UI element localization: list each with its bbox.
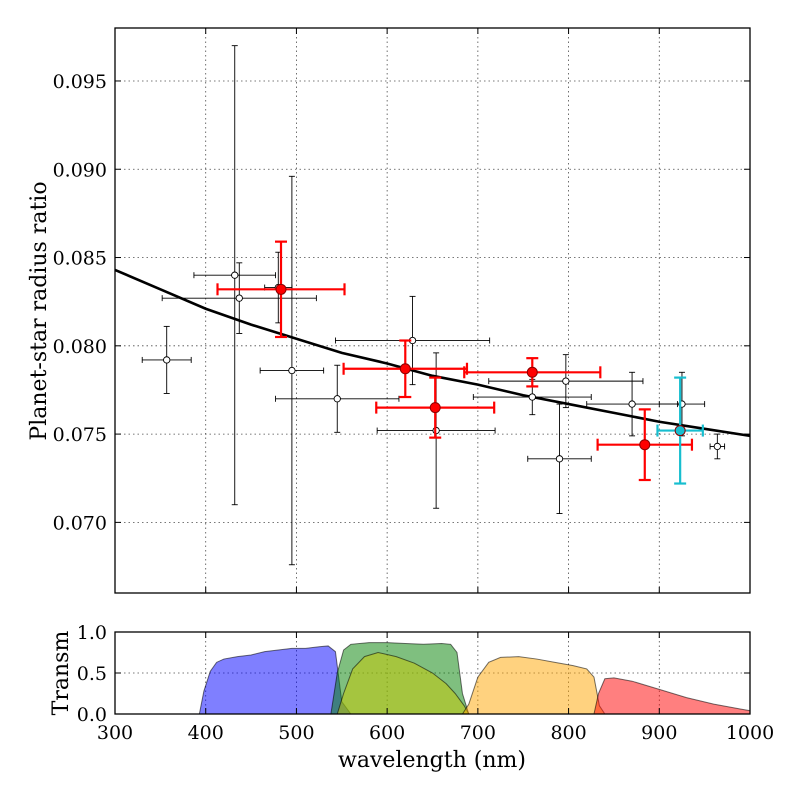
bottom-y-axis-label: Transm: [49, 631, 74, 716]
radius-ratio-panel: 0.070 0.075 0.080 0.085 0.090 0.095 Planet-st…: [27, 27, 751, 594]
literature-point: [527, 403, 592, 514]
this-work-point: [463, 357, 602, 388]
this-work-marker: [639, 439, 651, 451]
bottom-ytick-label: 0.0: [77, 704, 107, 726]
this-work-point: [216, 240, 346, 339]
literature-point: [193, 45, 277, 506]
bottom-xtick-label: 400: [188, 722, 224, 744]
bottom-xtick-label: 800: [550, 722, 586, 744]
top-y-ticks: 0.070 0.075 0.080 0.085 0.090 0.095: [53, 28, 751, 593]
bottom-xtick-label: 1000: [726, 722, 774, 744]
literature-point: [709, 433, 726, 460]
x-axis-label: wavelength (nm): [338, 748, 526, 773]
literature-marker: [231, 271, 239, 279]
bottom-ticks: 300 400 500 600 700 800 900 1000 0.0 0.5 1.0: [77, 622, 774, 744]
this-work-point: [342, 339, 469, 399]
literature-marker: [628, 400, 636, 408]
bottom-xtick-label: 700: [460, 722, 496, 744]
literature-point: [141, 325, 192, 394]
this-work-marker: [526, 366, 538, 378]
this-work-marker: [399, 363, 411, 375]
data-points-group: [141, 45, 726, 566]
bottom-xtick-label: 500: [278, 722, 314, 744]
bottom-xtick-label: 300: [97, 722, 133, 744]
filter-curves-group: [115, 642, 751, 715]
top-ytick-label: 0.095: [53, 71, 107, 93]
bottom-ytick-label: 1.0: [77, 622, 107, 644]
top-ytick-label: 0.075: [53, 424, 107, 446]
bottom-ytick-label: 0.5: [77, 663, 107, 685]
literature-marker: [163, 356, 171, 364]
literature-point: [334, 295, 491, 386]
bottom-xtick-label: 900: [641, 722, 677, 744]
top-ytick-label: 0.080: [53, 336, 107, 358]
this-work-marker: [275, 283, 287, 295]
literature-marker: [288, 366, 296, 375]
this-work-point: [375, 376, 496, 439]
literature-point: [488, 354, 644, 409]
literature-point: [275, 364, 400, 433]
top-ytick-label: 0.085: [53, 248, 107, 270]
literature-marker: [528, 393, 536, 401]
literature-marker: [562, 377, 570, 385]
top-ytick-label: 0.070: [53, 512, 107, 534]
literature-marker: [235, 294, 243, 302]
literature-point: [161, 262, 317, 334]
this-work-marker: [429, 402, 441, 414]
top-y-axis-label: Planet-star radius ratio: [27, 181, 52, 440]
literature-marker: [333, 395, 341, 403]
single-band-marker: [674, 425, 686, 437]
this-work-point: [596, 408, 694, 482]
single-band-point: [656, 376, 704, 485]
transmission-panel: 300 400 500 600 700 800 900 1000 0.0 0.5 1.0 Trans…: [49, 622, 774, 773]
literature-marker: [555, 455, 564, 463]
literature-marker: [713, 442, 721, 451]
bottom-xtick-label: 600: [369, 722, 405, 744]
top-ytick-label: 0.090: [53, 159, 107, 181]
literature-point: [259, 175, 325, 566]
top-axes-frame: [114, 27, 751, 594]
